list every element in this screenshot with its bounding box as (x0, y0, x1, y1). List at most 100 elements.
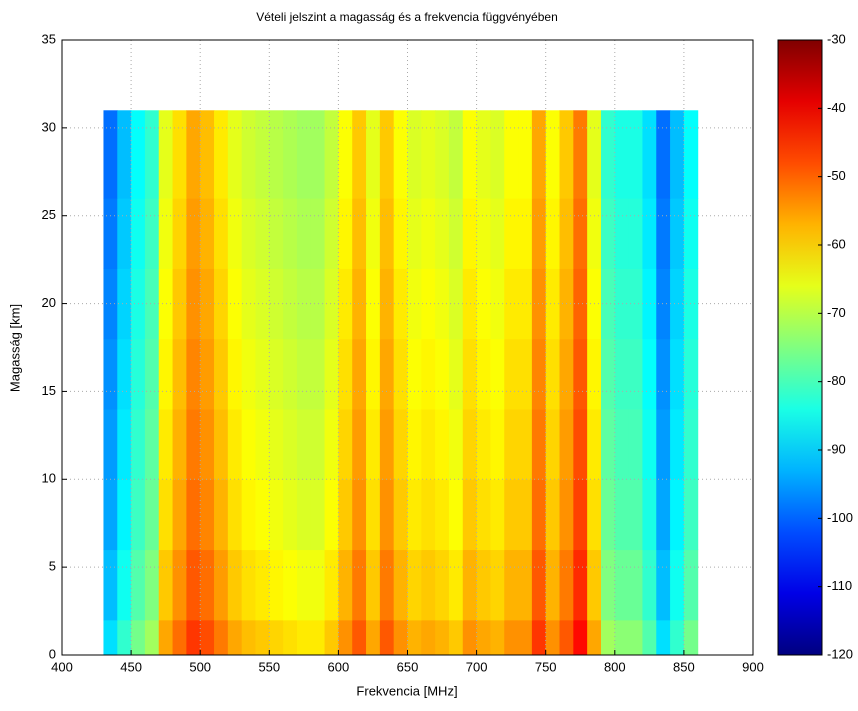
heatmap-cell (504, 268, 519, 340)
heatmap-cell (269, 619, 284, 656)
heatmap-cell (158, 479, 174, 551)
heatmap-cell (642, 479, 657, 551)
heatmap-cell (296, 338, 312, 410)
heatmap-cell (407, 198, 422, 269)
heatmap-cell (158, 619, 174, 656)
heatmap-cell (103, 198, 118, 269)
heatmap-cell (642, 338, 657, 410)
heatmap-cell (393, 338, 408, 410)
heatmap-cell (324, 198, 339, 269)
heatmap-cell (214, 409, 229, 480)
heatmap-cell (545, 268, 561, 340)
heatmap-cell (559, 110, 574, 199)
heatmap-cell (131, 110, 146, 199)
heatmap-cell (144, 268, 160, 340)
heatmap-cell (476, 198, 491, 269)
heatmap-cell (338, 549, 353, 621)
heatmap-cell (656, 198, 671, 269)
heatmap-cell (504, 479, 519, 551)
heatmap-cell (310, 110, 326, 199)
heatmap-cell (683, 338, 699, 410)
heatmap-cell (283, 409, 298, 480)
heatmap-cell (214, 549, 229, 621)
heatmap-cell (241, 268, 256, 340)
heatmap-cell (448, 619, 464, 656)
heatmap-cell (421, 198, 436, 269)
heatmap-cell (683, 110, 699, 199)
heatmap-cell (531, 549, 547, 621)
heatmap-cell (559, 338, 574, 410)
heatmap-cell (214, 110, 229, 199)
heatmap-cell (352, 110, 367, 199)
heatmap-cell (448, 549, 464, 621)
heatmap-cell (338, 619, 353, 656)
heatmap-cell (656, 110, 671, 199)
heatmap-cell (587, 619, 602, 656)
heatmap-cell (435, 549, 450, 621)
colorbar-tick-label: -50 (827, 168, 846, 183)
colorbar-tick-label: -90 (827, 441, 846, 456)
heatmap-cell (117, 409, 132, 480)
heatmap-cell (642, 198, 657, 269)
heatmap-cell (144, 549, 160, 621)
heatmap-cell (421, 479, 436, 551)
plot-frame (61, 39, 754, 656)
heatmap-cell (407, 549, 422, 621)
heatmap-cell (324, 479, 339, 551)
heatmap-cell (421, 110, 436, 199)
heatmap-cell (379, 549, 395, 621)
heatmap-cell (573, 110, 588, 199)
x-tick-label: 550 (258, 659, 280, 674)
heatmap-cell (670, 110, 685, 199)
heatmap-cell (531, 268, 547, 340)
heatmap-cell (324, 268, 339, 340)
heatmap-cell (117, 479, 132, 551)
heatmap-cell (656, 409, 671, 480)
heatmap-cell (683, 619, 699, 656)
heatmap-cell (158, 338, 174, 410)
heatmap-cell (186, 549, 201, 621)
heatmap-cell (214, 619, 229, 656)
heatmap-cell (559, 619, 574, 656)
heatmap-cell (518, 549, 533, 621)
x-tick-label: 400 (51, 659, 73, 674)
heatmap-cell (324, 338, 339, 410)
heatmap-cell (310, 619, 326, 656)
heatmap-cell (310, 409, 326, 480)
heatmap-cell (490, 619, 505, 656)
heatmap-cell (407, 619, 422, 656)
heatmap-cell (435, 619, 450, 656)
x-tick-label: 600 (328, 659, 350, 674)
colorbar-tick-label: -70 (827, 305, 846, 320)
heatmap-cell (310, 268, 326, 340)
heatmap-cell (338, 409, 353, 480)
heatmap-cell (296, 268, 312, 340)
heatmap-cell (476, 110, 491, 199)
heatmap-cell (227, 268, 243, 340)
heatmap-cell (670, 268, 685, 340)
heatmap-cell (227, 338, 243, 410)
heatmap-cell (545, 198, 561, 269)
heatmap-cell (573, 198, 588, 269)
heatmap-cell (296, 110, 312, 199)
colorbar-tick-label: -40 (827, 100, 846, 115)
heatmap-cell (103, 110, 118, 199)
heatmap-cell (283, 549, 298, 621)
heatmap-cell (131, 549, 146, 621)
heatmap-cell (379, 338, 395, 410)
heatmap-cell (352, 338, 367, 410)
heatmap-cell (642, 110, 657, 199)
heatmap-cell (131, 619, 146, 656)
heatmap-cell (587, 549, 602, 621)
heatmap-cell (670, 479, 685, 551)
heatmap-cell (186, 479, 201, 551)
heatmap-cell (131, 198, 146, 269)
heatmap-cell (504, 549, 519, 621)
heatmap-cell (227, 409, 243, 480)
heatmap-cell (158, 549, 174, 621)
heatmap-cell (255, 479, 270, 551)
heatmap-cell (600, 110, 616, 199)
heatmap-cell (103, 549, 118, 621)
heatmap-cell (144, 479, 160, 551)
heatmap-cell (255, 338, 270, 410)
